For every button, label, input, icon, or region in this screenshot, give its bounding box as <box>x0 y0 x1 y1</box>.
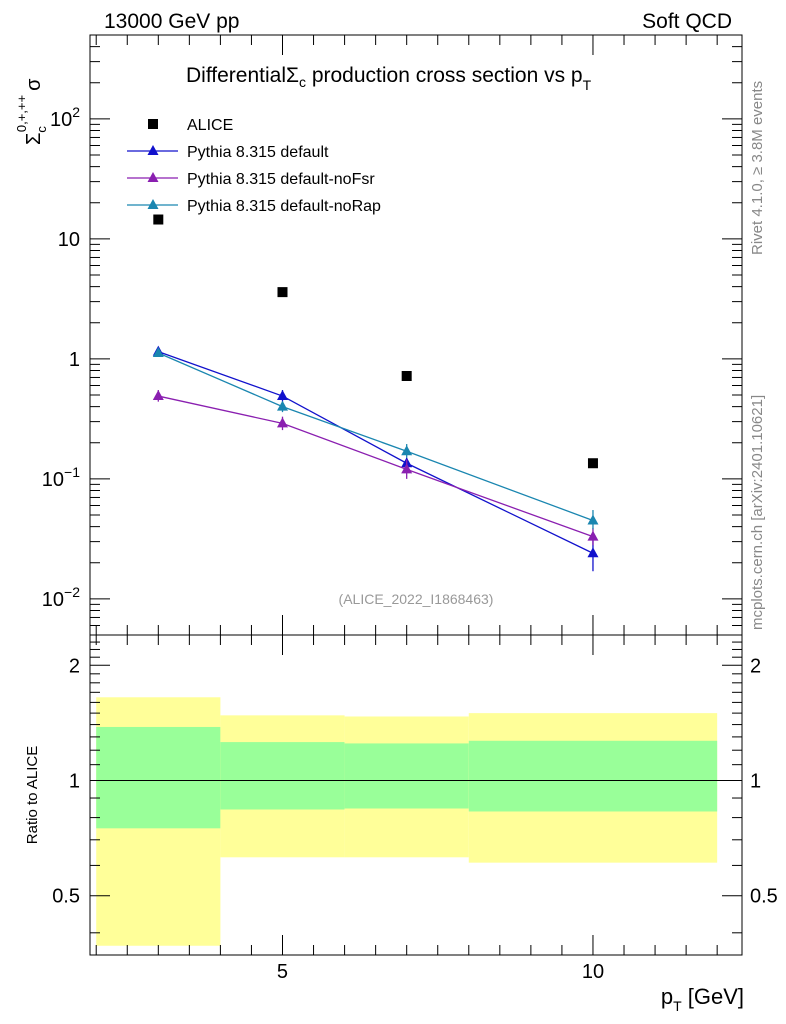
main-y-axis-label: Σc0,+,++σ <box>14 78 49 145</box>
triangle-marker <box>276 400 288 411</box>
square-marker <box>587 458 598 469</box>
x-tick-label: 10 <box>582 961 604 983</box>
ratio-frame <box>89 634 743 956</box>
triangle-marker <box>276 390 288 401</box>
x-axis-label: pT [GeV] <box>661 984 744 1014</box>
main-traces <box>152 214 599 572</box>
green-band <box>220 742 345 810</box>
green-band <box>344 743 469 809</box>
ratio-y-tick-labels: 2 2 1 1 0.5 0.5 <box>52 655 778 907</box>
ratio-plot-panel: 2 2 1 1 0.5 0.5 5 10 Ratio to ALICE pT [GeV] <box>24 634 778 1014</box>
legend-label: Pythia 8.315 default-noRap <box>187 198 381 215</box>
legend-marker <box>147 145 159 155</box>
square-marker <box>401 370 412 381</box>
main-y-tick-label: 102 <box>50 104 80 131</box>
ratio-x-tick-labels: 5 10 <box>277 961 604 983</box>
series-2 <box>152 390 599 546</box>
series-3 <box>152 346 599 530</box>
square-marker <box>277 287 288 298</box>
triangle-marker <box>587 530 599 541</box>
ratio-y-tick-label-left: 0.5 <box>52 886 80 908</box>
ratio-y-tick-label-left: 1 <box>69 771 80 793</box>
analysis-tag: (ALICE_2022_I1868463) <box>339 591 494 607</box>
green-band <box>96 726 221 829</box>
triangle-marker <box>401 463 413 474</box>
legend-marker <box>147 199 159 209</box>
chart-title: DifferentialΣc production cross section … <box>186 64 592 93</box>
legend-label: Pythia 8.315 default <box>187 144 329 161</box>
ratio-y-axis-label: Ratio to ALICE <box>24 746 41 844</box>
main-ticks <box>90 34 742 636</box>
legend-label: ALICE <box>187 117 233 134</box>
legend-marker <box>147 172 159 182</box>
main-y-tick-label: 10−2 <box>42 584 80 611</box>
rivet-label: Rivet 4.1.0, ≥ 3.8M events <box>749 81 766 255</box>
series-line <box>158 350 594 554</box>
series-0 <box>153 214 598 469</box>
legend: ALICE Pythia 8.315 default Pythia 8.315 de… <box>127 117 381 215</box>
triangle-marker <box>587 514 599 525</box>
main-y-tick-label: 1 <box>69 349 80 371</box>
series-line <box>158 352 594 522</box>
main-y-tick-label: 10−1 <box>42 464 80 491</box>
triangle-marker <box>152 346 164 357</box>
series-line <box>158 395 594 538</box>
ratio-y-tick-label-right: 1 <box>750 771 761 793</box>
ratio-y-tick-label-left: 2 <box>69 655 80 677</box>
x-tick-label: 5 <box>277 961 288 983</box>
main-y-tick-labels: 102 10 1 10−1 10−2 <box>42 104 80 611</box>
ratio-ticks <box>90 635 742 955</box>
legend-marker <box>148 119 158 129</box>
square-marker <box>153 214 164 225</box>
process-label: Soft QCD <box>642 10 732 33</box>
triangle-marker <box>152 390 164 401</box>
triangle-marker <box>401 445 413 456</box>
ratio-bands <box>96 697 718 946</box>
mcplots-label: mcplots.cern.ch [arXiv:2401.10621] <box>749 395 766 630</box>
ratio-y-tick-label-right: 2 <box>750 655 761 677</box>
ratio-y-tick-label-right: 0.5 <box>750 886 778 908</box>
legend-label: Pythia 8.315 default-noFsr <box>187 171 375 188</box>
main-plot-panel: 102 10 1 10−1 10−2 DifferentialΣc production… <box>14 34 743 636</box>
main-y-tick-label: 10 <box>58 229 80 251</box>
triangle-marker <box>276 417 288 428</box>
energy-label: 13000 GeV pp <box>104 10 239 33</box>
green-band <box>468 740 718 812</box>
triangle-marker <box>587 547 599 558</box>
